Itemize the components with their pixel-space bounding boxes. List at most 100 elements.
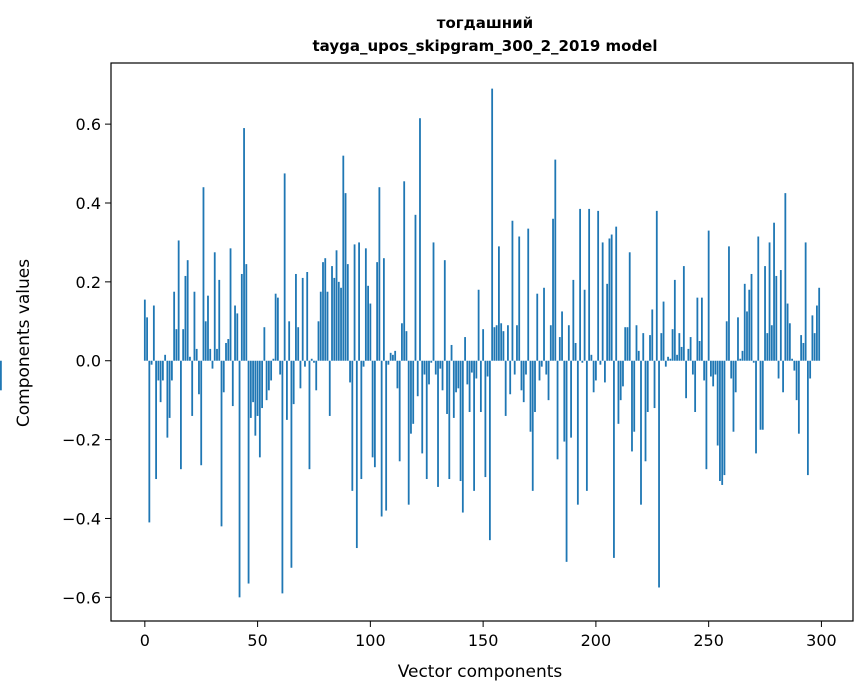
bar <box>552 218 554 361</box>
bar <box>353 244 356 361</box>
bar <box>398 360 401 462</box>
bar <box>324 258 327 361</box>
bar <box>220 360 223 527</box>
bar <box>464 337 466 361</box>
bar <box>240 273 243 361</box>
bar <box>723 360 726 476</box>
bar <box>594 360 597 381</box>
bar <box>157 360 160 381</box>
bar <box>739 358 742 361</box>
bar <box>182 329 185 361</box>
bar <box>423 360 426 375</box>
bar <box>267 360 270 391</box>
bar <box>170 360 173 381</box>
bar <box>295 273 297 361</box>
plot-frame <box>110 62 854 622</box>
bar <box>430 360 433 363</box>
bar <box>516 325 518 361</box>
bar <box>204 321 207 361</box>
bar <box>394 350 397 361</box>
bar <box>601 242 604 361</box>
bar <box>495 325 498 361</box>
bar <box>732 360 735 432</box>
bar <box>432 242 435 361</box>
bar <box>797 360 800 434</box>
bar <box>567 325 570 361</box>
bar <box>150 360 153 365</box>
bar <box>177 240 180 361</box>
bar <box>218 279 221 361</box>
bar <box>209 348 212 361</box>
bar <box>658 360 660 588</box>
bar <box>570 360 572 438</box>
bar <box>405 331 408 361</box>
bar <box>425 360 428 480</box>
bar <box>662 301 665 361</box>
bar <box>371 360 374 458</box>
y-tick-label: −0.4 <box>62 509 101 528</box>
bar <box>667 356 669 361</box>
x-tick-label: 0 <box>140 631 150 650</box>
bar <box>637 350 640 361</box>
bar <box>382 258 385 361</box>
bar <box>631 360 633 452</box>
bar <box>234 305 236 361</box>
bar <box>653 360 656 409</box>
bar <box>705 360 708 470</box>
bar <box>604 360 606 383</box>
bar <box>446 360 448 414</box>
y-axis-ticks: −0.6 −0.4 −0.2 0.0 0.2 0.4 0.6 <box>62 115 111 607</box>
bar <box>313 360 315 363</box>
bar <box>227 339 230 361</box>
bar <box>741 350 744 361</box>
bar <box>340 287 342 361</box>
bar <box>682 266 685 361</box>
bar <box>507 325 509 361</box>
x-tick-label: 250 <box>693 631 724 650</box>
bar <box>700 297 703 361</box>
bar <box>470 360 473 373</box>
bar <box>358 242 360 361</box>
bar <box>479 360 482 412</box>
bar <box>245 264 248 361</box>
bar <box>310 358 313 361</box>
bar <box>385 360 388 511</box>
bar <box>716 360 719 446</box>
y-tick-label: −0.2 <box>62 431 101 450</box>
bar <box>513 360 516 375</box>
bar <box>213 252 216 361</box>
bar <box>342 155 345 361</box>
bar <box>606 283 609 361</box>
bar <box>148 360 151 523</box>
bar <box>800 335 803 361</box>
bar <box>676 354 678 361</box>
bar <box>498 246 500 361</box>
bar <box>766 333 769 361</box>
bar <box>558 337 561 361</box>
bar <box>502 331 505 361</box>
bar <box>328 360 331 416</box>
bar <box>804 242 807 361</box>
bar <box>761 360 764 430</box>
y-tick-label: 0.0 <box>76 352 101 371</box>
bar <box>556 360 559 460</box>
bar <box>437 360 439 487</box>
bar <box>351 360 354 491</box>
bar <box>189 356 191 361</box>
bar <box>793 360 796 371</box>
bar <box>712 360 715 387</box>
bar <box>231 360 234 407</box>
bar <box>468 360 471 412</box>
bar <box>164 354 167 361</box>
bar <box>473 360 475 491</box>
bar <box>376 262 379 361</box>
bar <box>784 193 787 361</box>
bar <box>152 305 155 361</box>
bar <box>396 360 399 389</box>
bar <box>642 333 645 361</box>
bar <box>364 248 367 361</box>
bar <box>265 360 268 401</box>
bar <box>786 303 789 361</box>
bar <box>669 358 672 361</box>
bar <box>818 287 821 361</box>
